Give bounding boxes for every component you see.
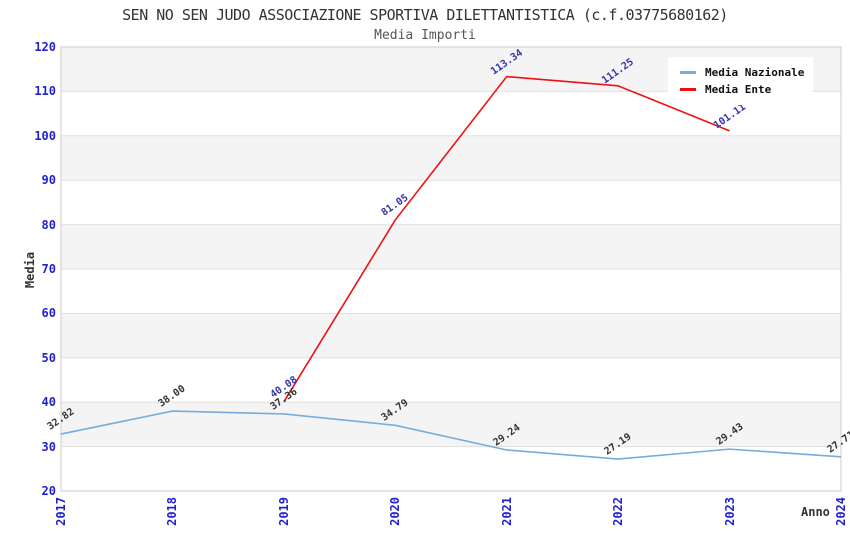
plot-band	[61, 357, 841, 403]
y-tick-label: 60	[41, 306, 56, 321]
line-swatch-icon	[680, 71, 696, 74]
plot-border	[60, 46, 842, 492]
x-tick-label: 2018	[165, 497, 180, 526]
series-line-1	[283, 75, 730, 403]
x-tick-label: 2023	[722, 497, 737, 526]
plot-band	[61, 402, 841, 447]
series-line-0	[60, 410, 842, 460]
plot-band	[61, 313, 841, 358]
y-tick-label: 30	[41, 439, 56, 454]
y-tick-label: 40	[41, 395, 56, 410]
y-axis-title: Media	[23, 251, 37, 289]
plot-band	[61, 135, 841, 181]
y-tick-label: 120	[34, 40, 56, 54]
legend: Media Nazionale Media Ente	[668, 57, 813, 105]
x-tick-label: 2017	[54, 497, 68, 526]
plot-band	[61, 180, 841, 225]
plot-band	[61, 224, 841, 269]
x-tick-label: 2019	[276, 497, 291, 526]
chart-title: SEN NO SEN JUDO ASSOCIAZIONE SPORTIVA DI…	[122, 6, 728, 24]
x-tick-label: 2024	[834, 497, 848, 526]
y-tick-label: 90	[41, 173, 56, 188]
y-tick-label: 70	[41, 262, 56, 276]
x-tick-label: 2022	[611, 497, 626, 526]
line-swatch-icon	[680, 88, 696, 91]
x-axis-title: Anno	[801, 505, 830, 519]
y-tick-label: 110	[34, 84, 56, 99]
y-tick-label: 100	[34, 128, 56, 143]
legend-item-media-ente: Media Ente	[680, 81, 813, 98]
chart-subtitle: Media Importi	[374, 28, 476, 43]
x-tick-label: 2020	[388, 497, 403, 526]
plot-band	[61, 446, 841, 491]
legend-label: Media Nazionale	[705, 66, 805, 79]
plot-band	[61, 269, 841, 314]
legend-item-media-nazionale: Media Nazionale	[680, 64, 813, 81]
y-tick-label: 80	[41, 217, 56, 232]
x-tick-label: 2021	[499, 497, 514, 526]
legend-label: Media Ente	[705, 83, 772, 96]
y-tick-label: 50	[41, 350, 56, 365]
y-tick-label: 20	[41, 484, 56, 498]
